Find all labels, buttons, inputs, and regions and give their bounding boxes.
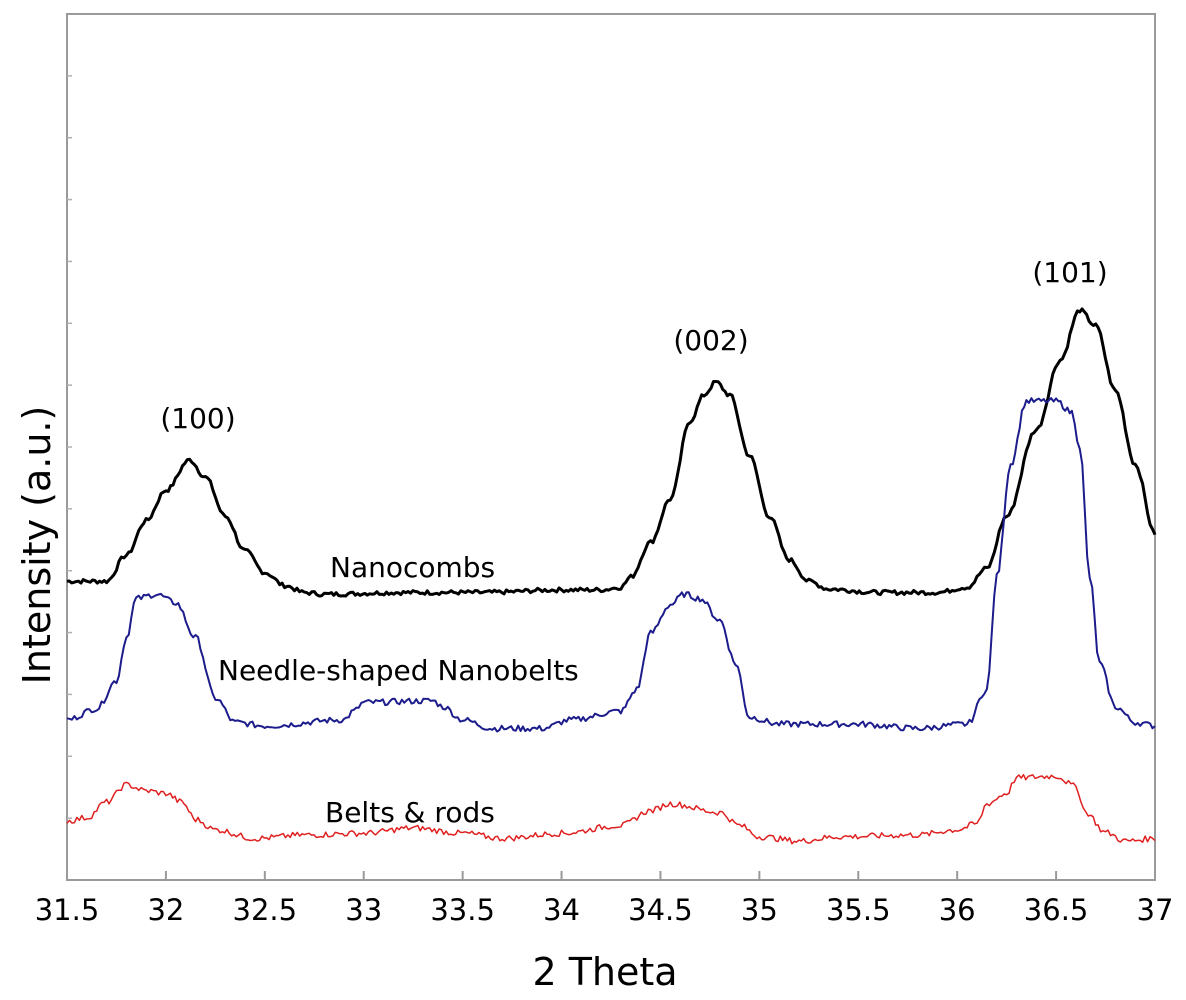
series-label-nanocombs: Nanocombs — [330, 551, 495, 584]
x-tick-label: 32 — [147, 893, 184, 927]
plot-frame — [66, 13, 1156, 881]
series-line-needle-shaped-nanobelts — [66, 397, 1156, 733]
x-tick-label: 35.5 — [826, 893, 891, 927]
peak-label-100: (100) — [160, 402, 235, 435]
x-tick-label: 36.5 — [1024, 893, 1089, 927]
peak-label-002: (002) — [673, 324, 748, 357]
series-label-belts-rods: Belts & rods — [325, 796, 495, 829]
x-tick-label: 36 — [939, 893, 976, 927]
x-tick-label: 31.5 — [35, 893, 100, 927]
peak-label-101: (101) — [1032, 256, 1107, 289]
y-axis-label: Intensity (a.u.) — [15, 406, 59, 685]
y-axis-ticks — [67, 75, 72, 819]
x-tick-label: 34.5 — [628, 893, 693, 927]
x-axis-label: 2 Theta — [532, 950, 677, 994]
x-tick-label: 35 — [741, 893, 778, 927]
series-line-belts-rods — [66, 773, 1156, 845]
series-line-nanocombs — [66, 307, 1157, 598]
x-tick-label: 34 — [543, 893, 580, 927]
label-layer: (100) (002) (101) Nanocombs Needle-shape… — [160, 256, 1107, 829]
x-axis-ticks: 31.5 32 32.5 33 33.5 34 34.5 35 35.5 36 36.5 37 — [35, 871, 1174, 927]
series-layer — [66, 307, 1157, 845]
series-label-nanobelts: Needle-shaped Nanobelts — [218, 654, 579, 687]
x-tick-label: 32.5 — [233, 893, 298, 927]
x-tick-label: 33 — [345, 893, 382, 927]
x-tick-label: 37 — [1137, 893, 1174, 927]
x-tick-label: 33.5 — [430, 893, 495, 927]
